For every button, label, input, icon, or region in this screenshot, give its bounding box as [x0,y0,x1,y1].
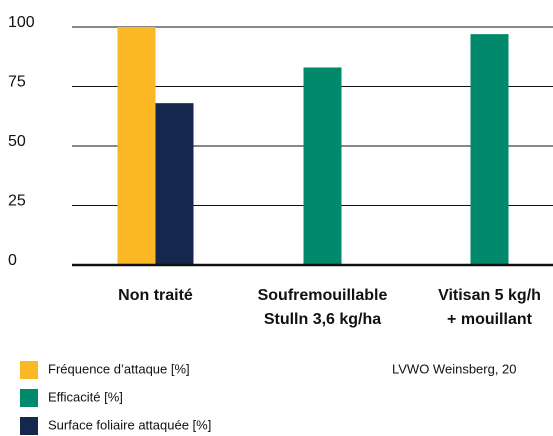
bar [117,27,156,265]
bar [470,34,509,265]
y-tick-label: 100 [8,14,35,31]
legend-swatch [20,417,38,435]
y-tick-label: 75 [8,74,26,91]
source: LVWO Weinsberg, 20 [392,361,517,376]
bar [155,103,194,265]
legend-label: Surface foliaire attaquée [%] [48,417,211,432]
x-tick-label: Non traité [118,287,193,304]
bar [303,67,342,266]
legend-label: Efficacité [%] [48,389,123,404]
x-tick-label: Soufremouillable [258,287,388,304]
legend-swatch [20,361,38,379]
x-tick-label: Stulln 3,6 kg/ha [264,311,381,328]
y-tick-label: 25 [8,193,26,210]
x-tick-label: Vitisan 5 kg/h [438,287,541,304]
x-tick-label: + mouillant [447,311,533,328]
legend-swatch [20,389,38,407]
legend-label: Fréquence d’attaque [%] [48,361,190,376]
y-tick-label: 0 [8,252,17,269]
y-tick-label: 50 [8,133,26,150]
